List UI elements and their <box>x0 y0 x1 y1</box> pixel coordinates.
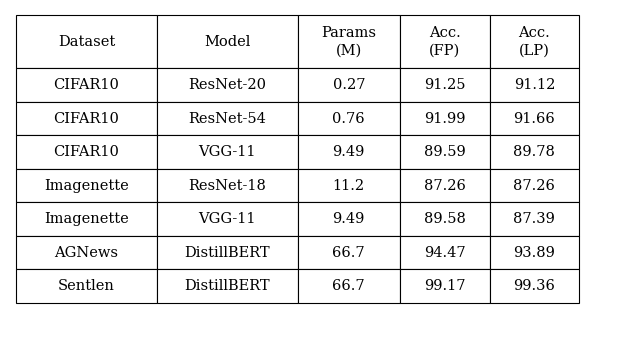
Bar <box>157 269 298 303</box>
Text: 11.2: 11.2 <box>333 179 365 193</box>
Bar <box>157 102 298 135</box>
Bar <box>16 202 157 236</box>
Bar <box>16 102 157 135</box>
Text: Imagenette: Imagenette <box>44 212 129 226</box>
Text: 0.76: 0.76 <box>333 112 365 126</box>
Text: ResNet-18: ResNet-18 <box>188 179 266 193</box>
Text: 9.49: 9.49 <box>333 212 365 226</box>
Text: Model: Model <box>204 35 250 49</box>
Bar <box>400 135 490 169</box>
Bar <box>16 15 157 68</box>
Bar <box>400 68 490 102</box>
Text: 99.17: 99.17 <box>424 279 465 293</box>
Text: 89.59: 89.59 <box>424 145 466 159</box>
Bar <box>490 269 579 303</box>
Bar <box>157 135 298 169</box>
Bar <box>298 202 400 236</box>
Bar <box>400 15 490 68</box>
Bar <box>400 169 490 202</box>
Text: 91.66: 91.66 <box>513 112 556 126</box>
Text: 9.49: 9.49 <box>333 145 365 159</box>
Text: 89.58: 89.58 <box>424 212 466 226</box>
Text: VGG-11: VGG-11 <box>198 212 256 226</box>
Bar <box>298 236 400 269</box>
Bar <box>16 169 157 202</box>
Bar <box>157 202 298 236</box>
Text: 99.36: 99.36 <box>513 279 556 293</box>
Bar <box>490 102 579 135</box>
Bar <box>490 15 579 68</box>
Text: AGNews: AGNews <box>54 246 118 260</box>
Bar <box>400 202 490 236</box>
Text: 91.25: 91.25 <box>424 78 465 92</box>
Bar <box>298 269 400 303</box>
Text: DistillBERT: DistillBERT <box>184 279 270 293</box>
Text: Dataset: Dataset <box>58 35 115 49</box>
Bar <box>16 236 157 269</box>
Bar <box>298 102 400 135</box>
Text: 91.12: 91.12 <box>514 78 555 92</box>
Text: CIFAR10: CIFAR10 <box>54 145 119 159</box>
Bar <box>400 269 490 303</box>
Bar <box>490 68 579 102</box>
Text: 87.39: 87.39 <box>513 212 556 226</box>
Text: 66.7: 66.7 <box>333 246 365 260</box>
Text: 0.27: 0.27 <box>333 78 365 92</box>
Text: CIFAR10: CIFAR10 <box>54 112 119 126</box>
Bar <box>157 236 298 269</box>
Text: 87.26: 87.26 <box>424 179 466 193</box>
Bar <box>490 202 579 236</box>
Bar <box>157 169 298 202</box>
Text: Sentlen: Sentlen <box>58 279 115 293</box>
Bar <box>298 15 400 68</box>
Bar <box>157 15 298 68</box>
Bar <box>490 236 579 269</box>
Text: ResNet-20: ResNet-20 <box>188 78 266 92</box>
Text: Acc.
(FP): Acc. (FP) <box>429 26 461 57</box>
Bar <box>298 68 400 102</box>
Text: Params
(M): Params (M) <box>321 26 376 57</box>
Bar <box>298 135 400 169</box>
Bar <box>298 169 400 202</box>
Text: Acc.
(LP): Acc. (LP) <box>518 26 550 57</box>
Text: ResNet-54: ResNet-54 <box>188 112 266 126</box>
Text: 66.7: 66.7 <box>333 279 365 293</box>
Text: 94.47: 94.47 <box>424 246 466 260</box>
Text: CIFAR10: CIFAR10 <box>54 78 119 92</box>
Bar <box>490 169 579 202</box>
Bar <box>157 68 298 102</box>
Bar <box>490 135 579 169</box>
Text: Imagenette: Imagenette <box>44 179 129 193</box>
Text: 91.99: 91.99 <box>424 112 465 126</box>
Text: DistillBERT: DistillBERT <box>184 246 270 260</box>
Bar <box>400 102 490 135</box>
Bar <box>400 236 490 269</box>
Text: VGG-11: VGG-11 <box>198 145 256 159</box>
Text: 87.26: 87.26 <box>513 179 556 193</box>
Text: 93.89: 93.89 <box>513 246 556 260</box>
Text: 89.78: 89.78 <box>513 145 556 159</box>
Bar <box>16 135 157 169</box>
Bar <box>16 68 157 102</box>
Bar <box>16 269 157 303</box>
